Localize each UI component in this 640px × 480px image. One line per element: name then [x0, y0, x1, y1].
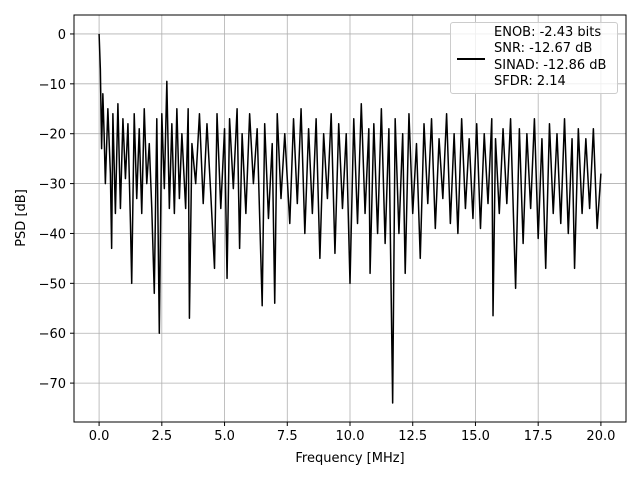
y-tick-label: −50 — [39, 277, 66, 292]
x-tick-label: 20.0 — [586, 429, 615, 444]
x-tick-label: 5.0 — [214, 429, 235, 444]
x-tick-label: 7.5 — [277, 429, 298, 444]
x-tick-label: 17.5 — [524, 429, 553, 444]
x-tick-label: 2.5 — [151, 429, 172, 444]
y-tick-label: −20 — [39, 128, 66, 143]
y-tick-label: −60 — [39, 327, 66, 342]
x-axis-label: Frequency [MHz] — [295, 451, 404, 466]
legend-swatch — [457, 58, 485, 60]
x-tick-label: 10.0 — [336, 429, 365, 444]
y-tick-label: −30 — [39, 178, 66, 193]
legend-label: ENOB: -2.43 bits SNR: -12.67 dB SINAD: -… — [494, 25, 607, 89]
x-tick-label: 12.5 — [398, 429, 427, 444]
y-axis-label: PSD [dB] — [14, 189, 29, 247]
y-tick-label: −70 — [39, 377, 66, 392]
x-tick-label: 15.0 — [461, 429, 490, 444]
legend: ENOB: -2.43 bits SNR: -12.67 dB SINAD: -… — [450, 22, 618, 94]
y-tick-label: 0 — [58, 28, 66, 43]
psd-line — [98, 33, 602, 404]
y-tick-label: −10 — [39, 78, 66, 93]
axes-frame — [73, 14, 627, 423]
x-tick-label: 0.0 — [89, 429, 110, 444]
y-tick-label: −40 — [39, 227, 66, 242]
